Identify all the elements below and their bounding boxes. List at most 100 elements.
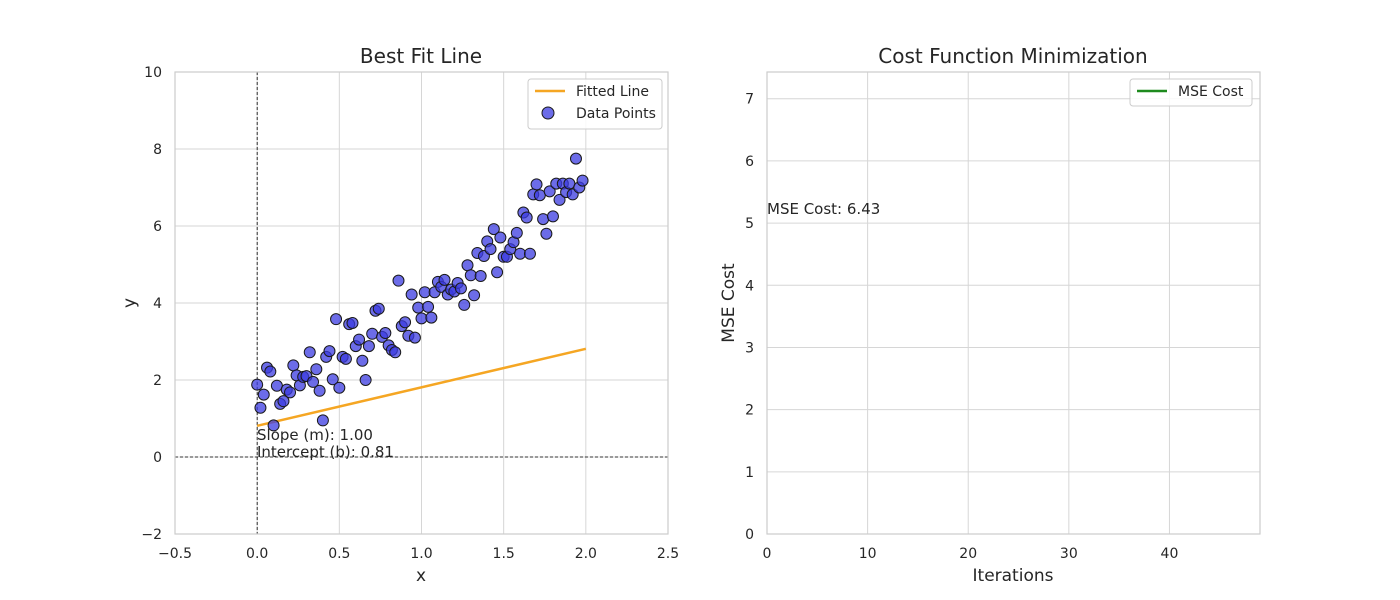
data-point (254, 401, 267, 414)
left-y-axis-label: y (120, 298, 140, 308)
data-points-legend-swatch (541, 106, 555, 120)
data-point (372, 302, 385, 315)
data-point (379, 327, 392, 340)
data-point (366, 327, 379, 340)
data-point (537, 213, 550, 226)
left-x-tick-label: 1.5 (493, 546, 515, 562)
data-point (438, 273, 451, 286)
data-point (454, 282, 467, 295)
left-y-tick-label: 8 (153, 142, 162, 158)
data-point (313, 384, 326, 397)
data-point (264, 365, 277, 378)
data-point (389, 346, 402, 359)
data-point (359, 374, 372, 386)
data-point (458, 298, 471, 311)
data-point (520, 211, 533, 224)
data-point (277, 395, 290, 408)
right-legend: MSE Cost (1129, 78, 1253, 107)
data-point (487, 223, 500, 236)
data-point (569, 152, 582, 165)
left-chart-title: Best Fit Line (360, 44, 482, 68)
data-point (576, 174, 589, 187)
right-x-tick-label: 10 (859, 546, 877, 562)
left-x-tick-label: 1.0 (410, 546, 432, 562)
left-plot-frame (174, 71, 669, 535)
data-point (415, 312, 428, 325)
data-point (418, 286, 431, 299)
left-x-axis-label: x (416, 566, 426, 586)
data-point (464, 269, 477, 282)
data-point (563, 177, 576, 190)
fitted-line (256, 347, 587, 428)
data-point (553, 193, 566, 206)
right-y-tick-label: 7 (745, 92, 754, 108)
right-y-tick-label: 1 (745, 465, 754, 481)
right-y-axis-label: MSE Cost (719, 263, 739, 343)
data-point (251, 378, 264, 391)
right-plot-frame (766, 71, 1261, 535)
data-point (412, 301, 425, 314)
data-point (267, 419, 280, 432)
left-reference-lines (175, 72, 668, 534)
data-point (339, 352, 352, 365)
data-point (323, 345, 336, 358)
left-y-tick-label: 10 (144, 65, 162, 81)
data-point (399, 316, 412, 329)
data-point (474, 270, 487, 283)
data-point (405, 288, 418, 301)
right-legend-box (1129, 78, 1253, 107)
cost-plot: Cost Function Minimization 0 10 20 30 40 0 1 2… (719, 44, 1261, 586)
data-point (484, 243, 497, 256)
right-x-tick-label: 30 (1060, 546, 1078, 562)
left-legend: Fitted Line Data Points (527, 78, 663, 130)
data-point (468, 289, 481, 302)
left-y-tick-label: 2 (153, 373, 162, 389)
mse-cost-legend-label: MSE Cost (1178, 84, 1244, 100)
data-point (546, 210, 559, 223)
data-point (540, 227, 553, 240)
data-point (257, 388, 270, 401)
data-point (326, 373, 339, 386)
right-x-tick-label: 20 (959, 546, 977, 562)
data-point (523, 247, 536, 260)
fitted-line-layer (256, 347, 587, 428)
right-x-tick-label: 40 (1161, 546, 1179, 562)
right-grid (766, 72, 1260, 535)
left-y-tick-labels: −2 0 2 4 6 8 10 (141, 65, 162, 543)
data-point (284, 386, 297, 399)
data-point (491, 266, 504, 279)
intercept-annotation: Intercept (b): 0.81 (257, 443, 394, 461)
data-point (543, 185, 556, 198)
right-chart-title: Cost Function Minimization (878, 44, 1147, 68)
left-x-tick-label: 0.0 (246, 546, 268, 562)
data-point (270, 379, 283, 392)
data-points-layer (251, 152, 589, 432)
data-point (333, 381, 346, 394)
right-y-tick-label: 4 (745, 278, 754, 294)
right-y-tick-labels: 0 1 2 3 4 5 6 7 (745, 92, 754, 543)
right-x-axis-label: Iterations (973, 566, 1054, 586)
left-y-tick-label: −2 (141, 527, 162, 543)
right-y-tick-label: 2 (745, 403, 754, 419)
right-y-tick-label: 3 (745, 340, 754, 356)
right-y-tick-label: 0 (745, 527, 754, 543)
left-y-tick-label: 0 (153, 450, 162, 466)
right-x-tick-labels: 0 10 20 30 40 (763, 546, 1179, 562)
slope-annotation: Slope (m): 1.00 (257, 426, 373, 444)
left-x-tick-label: 2.5 (657, 546, 679, 562)
best-fit-plot: Best Fit Line −0.5 0.0 0.5 1.0 1.5 2.0 2.5 −2 0… (120, 44, 679, 586)
data-point (362, 340, 375, 353)
data-point (510, 226, 523, 239)
data-point (514, 247, 527, 260)
data-point (287, 359, 300, 372)
data-point (303, 346, 316, 359)
right-y-tick-label: 6 (745, 154, 754, 170)
left-y-tick-label: 6 (153, 219, 162, 235)
data-point (461, 259, 474, 272)
right-x-tick-label: 0 (763, 546, 772, 562)
data-point (346, 317, 359, 330)
left-x-tick-label: 0.5 (328, 546, 350, 562)
data-point (533, 189, 546, 202)
data-point (310, 363, 323, 376)
